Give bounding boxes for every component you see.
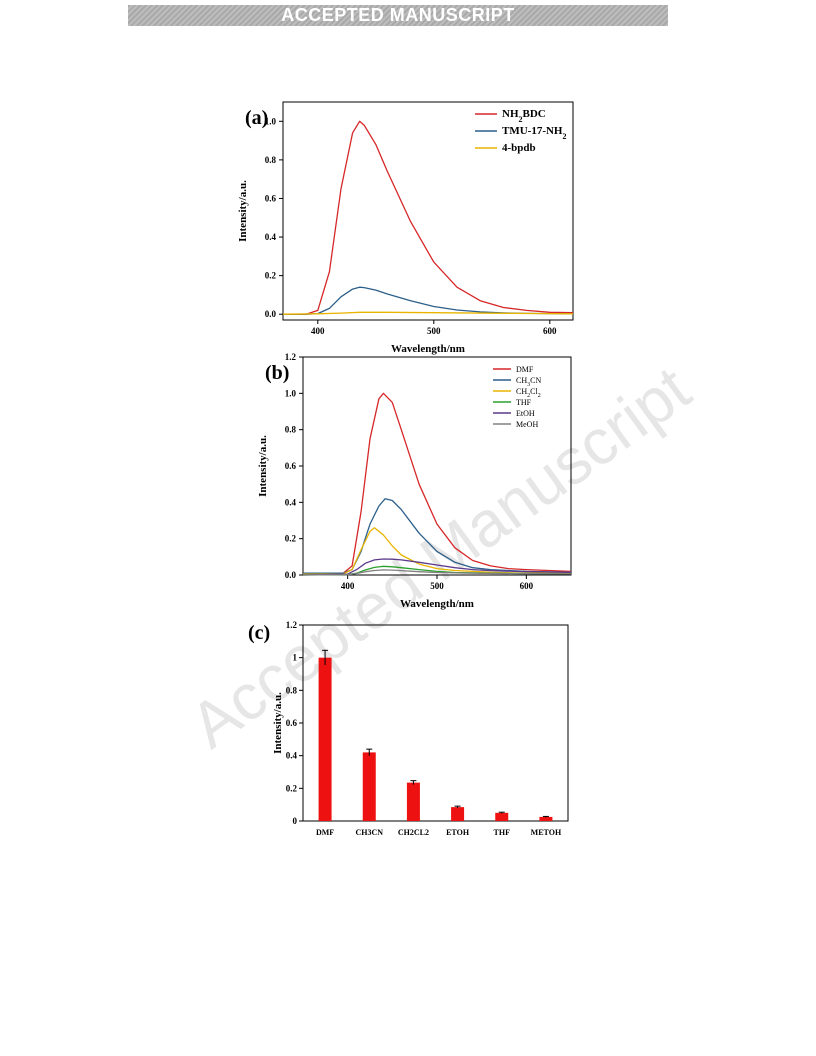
- x-tick-label: 500: [427, 326, 441, 336]
- y-tick-label: 1: [293, 653, 298, 663]
- y-tick-label: 0.6: [285, 461, 297, 471]
- y-tick-label: 1.2: [285, 352, 297, 362]
- bar-ch2cl2: [406, 782, 420, 821]
- legend-label-1: CH3CN: [516, 376, 541, 388]
- y-tick-label: 1.0: [285, 388, 297, 398]
- x-tick-label: 600: [520, 581, 534, 591]
- series-line-1: [303, 498, 572, 574]
- category-label-2: CH2CL2: [398, 828, 429, 837]
- y-axis-title: Intensity/a.u.: [272, 692, 284, 754]
- x-tick-label: 600: [543, 326, 557, 336]
- y-tick-label: 0.6: [286, 718, 298, 728]
- legend-label-5: MeOH: [516, 420, 538, 429]
- y-tick-label: 0.8: [286, 685, 298, 695]
- series-line-4: [302, 558, 572, 576]
- x-tick-label: 500: [430, 581, 444, 591]
- category-label-3: ETOH: [446, 828, 470, 837]
- series-line-2: [303, 527, 571, 575]
- bar-thf: [495, 812, 509, 821]
- y-tick-label: 0.0: [285, 570, 297, 580]
- bar-metoh: [539, 816, 553, 821]
- category-label-1: CH3CN: [355, 828, 383, 837]
- y-tick-label: 0: [293, 816, 298, 826]
- legend-label-0: DMF: [516, 365, 534, 374]
- plot-frame: [302, 624, 569, 822]
- y-tick-label: 0.0: [265, 309, 277, 319]
- series-line-5: [302, 569, 572, 576]
- y-axis-title: Intensity/a.u.: [237, 180, 249, 242]
- y-axis-title: Intensity/a.u.: [257, 435, 269, 497]
- bar-dmf: [318, 657, 332, 821]
- plot-frame: [282, 101, 574, 321]
- legend-label-1: TMU-17-NH2: [502, 125, 567, 141]
- x-tick-label: 400: [341, 581, 355, 591]
- chart-b: (b) 400 500 600 0.0 0.2 0.4 0.6 0.8 1.0 1.2 Wavelen…: [257, 352, 572, 610]
- y-tick-label: 0.4: [285, 497, 297, 507]
- category-label-5: METOH: [531, 828, 562, 837]
- y-tick-label: 0.4: [286, 751, 298, 761]
- x-axis-title: Wavelength/nm: [400, 598, 474, 610]
- panel-label-c: (c): [248, 622, 270, 644]
- y-tick-label: 0.8: [265, 155, 277, 165]
- legend-label-2: 4-bpdb: [502, 142, 536, 154]
- series-line-0: [303, 392, 572, 574]
- y-tick-label: 0.8: [285, 425, 297, 435]
- panel-label-a: (a): [245, 107, 268, 129]
- x-axis-title: Wavelength/nm: [391, 343, 465, 355]
- series-line-0: [283, 120, 574, 315]
- category-label-0: DMF: [316, 828, 334, 837]
- y-tick-label: 1.0: [265, 116, 277, 126]
- x-tick-label: 400: [311, 326, 325, 336]
- bar-etoh: [451, 807, 465, 821]
- y-tick-label: 0.2: [286, 783, 298, 793]
- y-tick-label: 0.6: [265, 193, 277, 203]
- legend-label-2: CH2Cl2: [516, 387, 541, 399]
- bar-ch3cn: [362, 752, 376, 821]
- y-tick-label: 1.2: [286, 620, 298, 630]
- category-label-4: THF: [494, 828, 511, 837]
- accepted-manuscript-banner: ACCEPTED MANUSCRIPT: [128, 5, 668, 26]
- legend-label-0: NH2BDC: [502, 108, 546, 124]
- panel-label-b: (b): [265, 362, 289, 384]
- series-line-2: [282, 311, 574, 315]
- chart-a: (a) 400 500 600 0.0 0.2 0.4 0.6 0.8 1.0 Wavelength…: [237, 101, 574, 355]
- legend-label-4: EtOH: [516, 409, 535, 418]
- y-tick-label: 0.2: [265, 271, 277, 281]
- y-tick-label: 0.2: [285, 534, 297, 544]
- y-tick-label: 0.4: [265, 232, 277, 242]
- chart-c: (c) 0 0.2 0.4 0.6 0.8 1 1.2 Intensity/a.u. DMF CH3…: [248, 620, 569, 837]
- legend-label-3: THF: [516, 398, 532, 407]
